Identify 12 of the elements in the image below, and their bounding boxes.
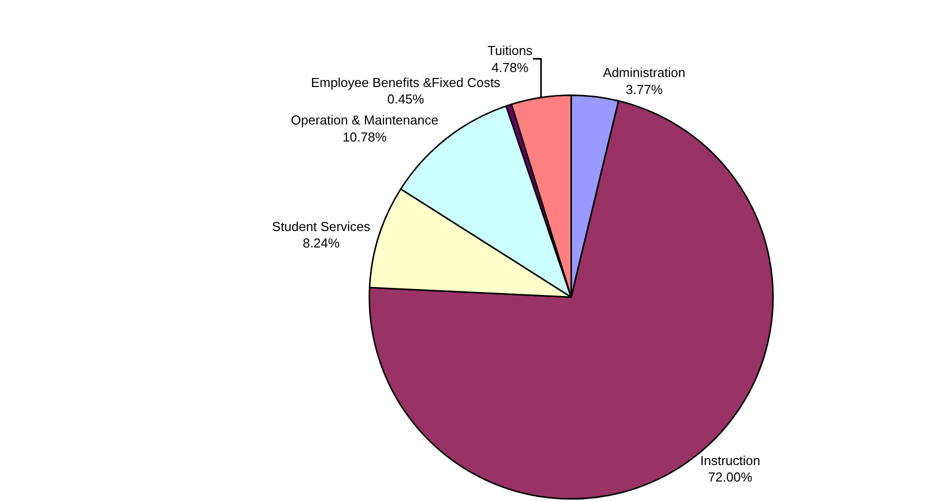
data-label: 8.24%: [302, 236, 340, 251]
data-label: 0.45%: [387, 92, 425, 107]
data-label: 10.78%: [342, 130, 388, 145]
data-label: 72.00%: [708, 470, 753, 485]
data-label: 4.78%: [492, 60, 529, 75]
slice-label: Employee Benefits &Fixed Costs: [311, 74, 501, 90]
slice-label: Administration: [603, 65, 686, 80]
slice-label: Student Services: [272, 218, 371, 234]
data-label: 3.77%: [626, 82, 664, 97]
slice-label: Tuitions: [488, 42, 534, 58]
slice-label: Instruction: [700, 452, 760, 468]
slice-label: Operation & Maintenance: [290, 112, 438, 128]
